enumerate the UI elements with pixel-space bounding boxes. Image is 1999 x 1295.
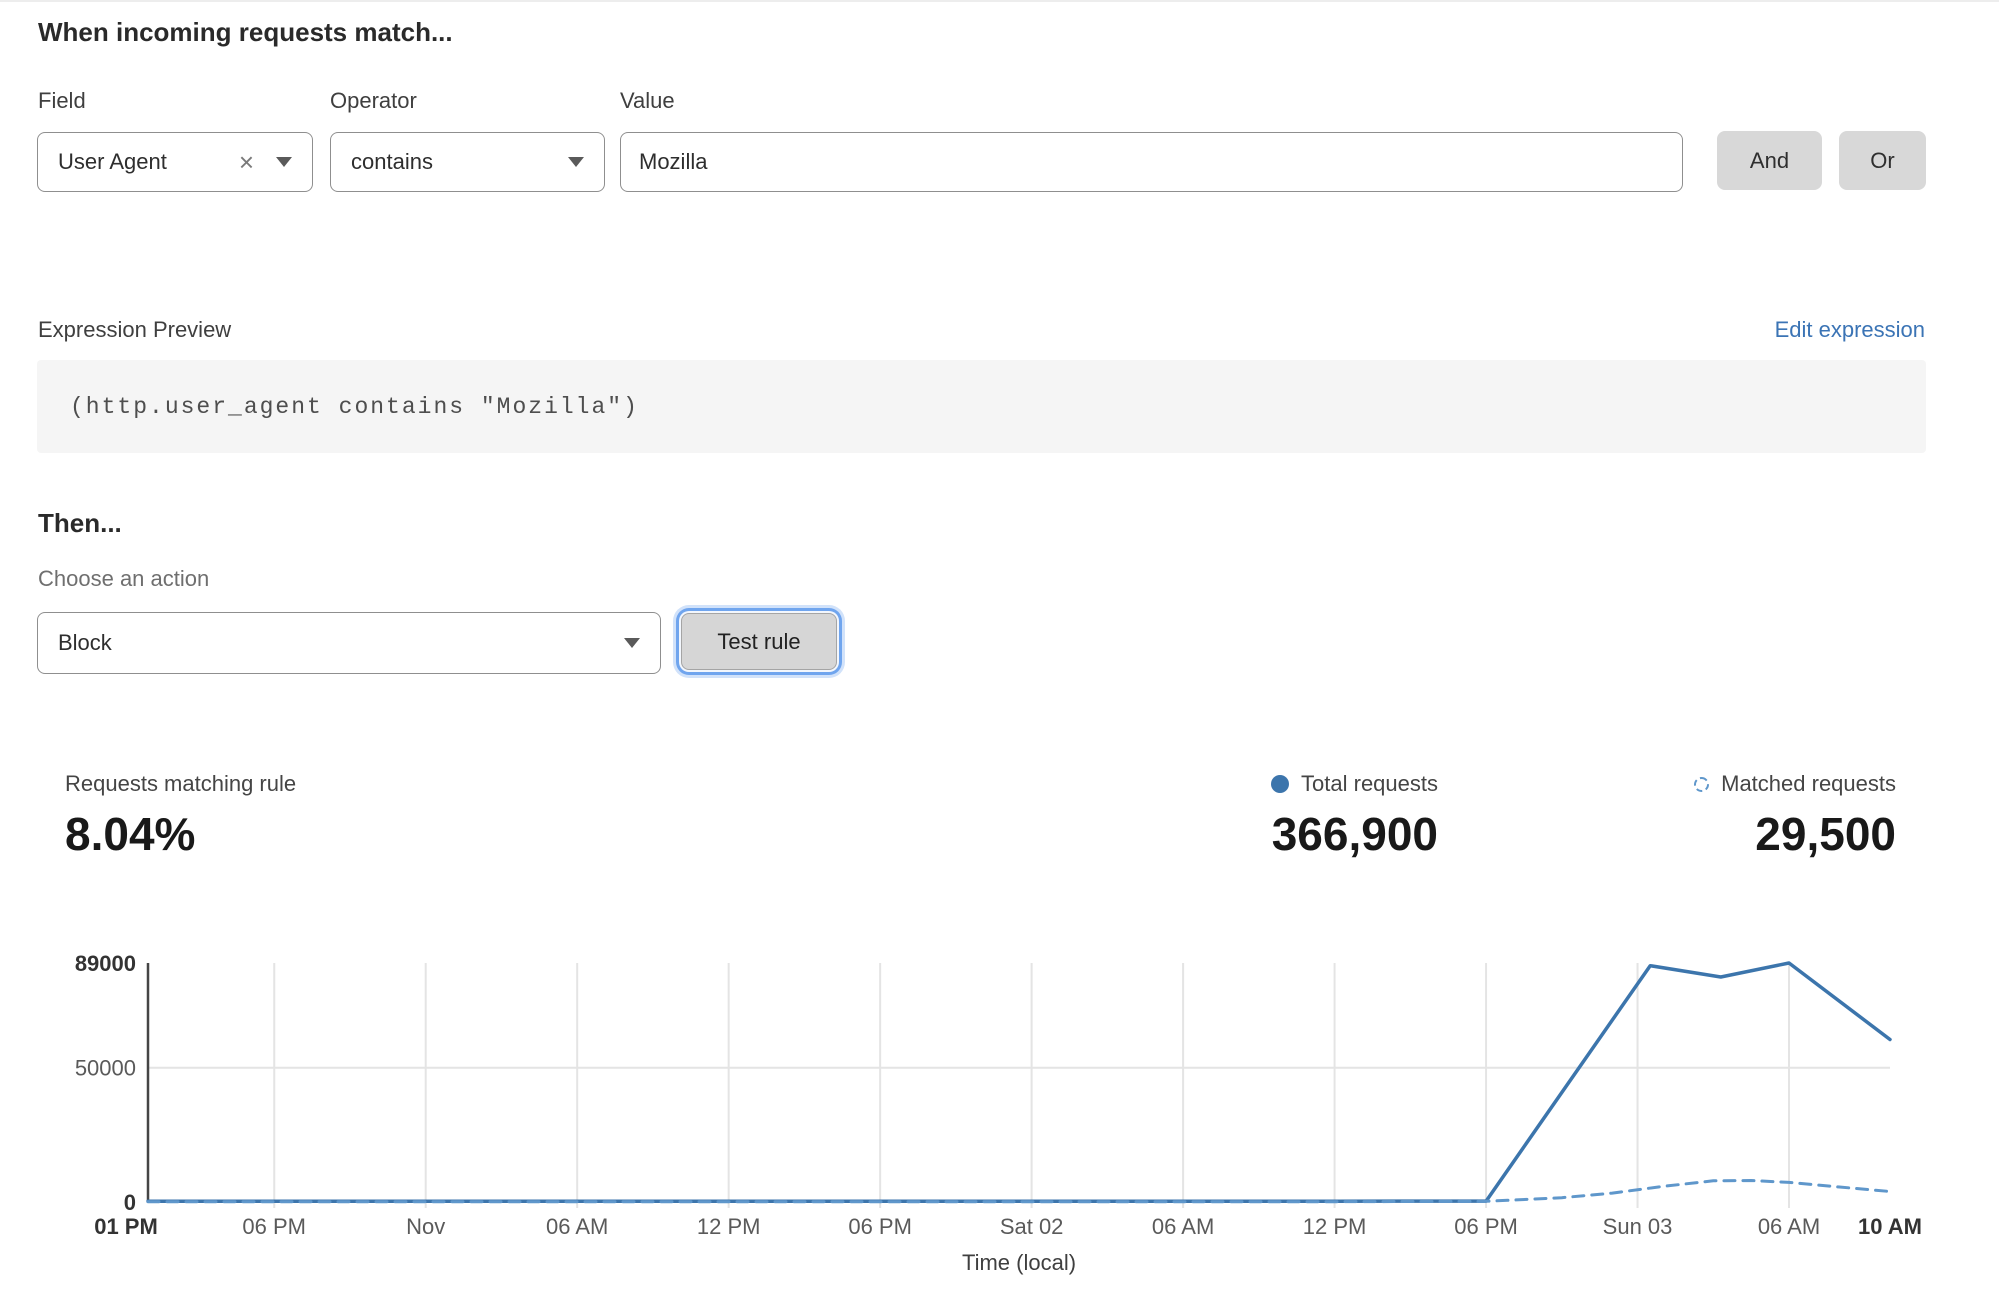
y-tick-label: 89000 [75, 951, 136, 976]
chart-line-total [146, 961, 1892, 1203]
expression-preview-box: (http.user_agent contains "Mozilla") [37, 360, 1926, 453]
and-button[interactable]: And [1717, 131, 1822, 190]
or-button[interactable]: Or [1839, 131, 1926, 190]
stat-total-requests: Total requests 366,900 [1271, 771, 1438, 861]
action-select-value: Block [58, 630, 112, 655]
x-tick-label: Nov [406, 1214, 445, 1239]
match-heading: When incoming requests match... [38, 17, 453, 47]
test-rule-button[interactable]: Test rule [681, 613, 837, 670]
value-label: Value [620, 88, 675, 113]
chevron-down-icon[interactable] [624, 638, 640, 648]
value-input[interactable] [620, 132, 1683, 192]
action-select[interactable]: Block [37, 612, 661, 674]
x-tick-label: 06 AM [1758, 1214, 1820, 1239]
x-tick-label: Sun 03 [1603, 1214, 1673, 1239]
stat-matching-value: 8.04% [65, 808, 196, 860]
top-divider [0, 0, 1999, 2]
x-tick-label: 06 PM [1454, 1214, 1518, 1239]
stat-matched-label: Matched requests [1721, 771, 1896, 796]
x-tick-label: 06 AM [546, 1214, 608, 1239]
field-label: Field [38, 88, 86, 113]
matched-requests-legend-circle-icon [1694, 776, 1710, 792]
x-tick-label: 12 PM [1303, 1214, 1367, 1239]
field-select[interactable]: User Agent × [37, 132, 313, 192]
y-tick-label: 0 [124, 1190, 136, 1215]
x-axis-title: Time (local) [962, 1250, 1076, 1275]
stat-matched-value: 29,500 [1755, 808, 1896, 860]
y-tick-label: 50000 [75, 1056, 136, 1081]
expression-preview-label: Expression Preview [38, 317, 232, 342]
x-tick-label: 06 AM [1152, 1214, 1214, 1239]
x-tick-label: 01 PM [94, 1214, 158, 1239]
then-heading: Then... [38, 508, 122, 538]
x-tick-label: 10 AM [1858, 1214, 1922, 1239]
chevron-down-icon[interactable] [276, 157, 292, 167]
expression-code: (http.user_agent contains "Mozilla") [70, 393, 639, 420]
chart-line-matched [146, 1179, 1892, 1204]
chevron-down-icon[interactable] [568, 157, 584, 167]
clear-icon[interactable]: × [238, 147, 254, 177]
edit-expression-link[interactable]: Edit expression [1774, 317, 1925, 342]
x-tick-label: 12 PM [697, 1214, 761, 1239]
total-requests-legend-dot-icon [1271, 775, 1290, 793]
x-tick-label: 06 PM [848, 1214, 912, 1239]
field-select-value: User Agent [58, 149, 167, 174]
operator-select-value: contains [351, 149, 433, 174]
choose-action-label: Choose an action [38, 566, 210, 591]
requests-chart: 0 50000 89000 01 PM 06 PM Nov 06 AM 12 PM 06 PM S… [75, 951, 1922, 1275]
x-tick-label: Sat 02 [1000, 1214, 1064, 1239]
stat-total-value: 366,900 [1271, 808, 1438, 860]
stat-matched-requests: Matched requests 29,500 [1694, 771, 1896, 861]
operator-select[interactable]: contains [330, 132, 605, 192]
operator-label: Operator [330, 88, 417, 113]
stat-requests-matching: Requests matching rule 8.04% [65, 771, 296, 861]
stat-total-label: Total requests [1301, 771, 1438, 796]
x-tick-label: 06 PM [242, 1214, 306, 1239]
stat-matching-label: Requests matching rule [65, 771, 297, 796]
